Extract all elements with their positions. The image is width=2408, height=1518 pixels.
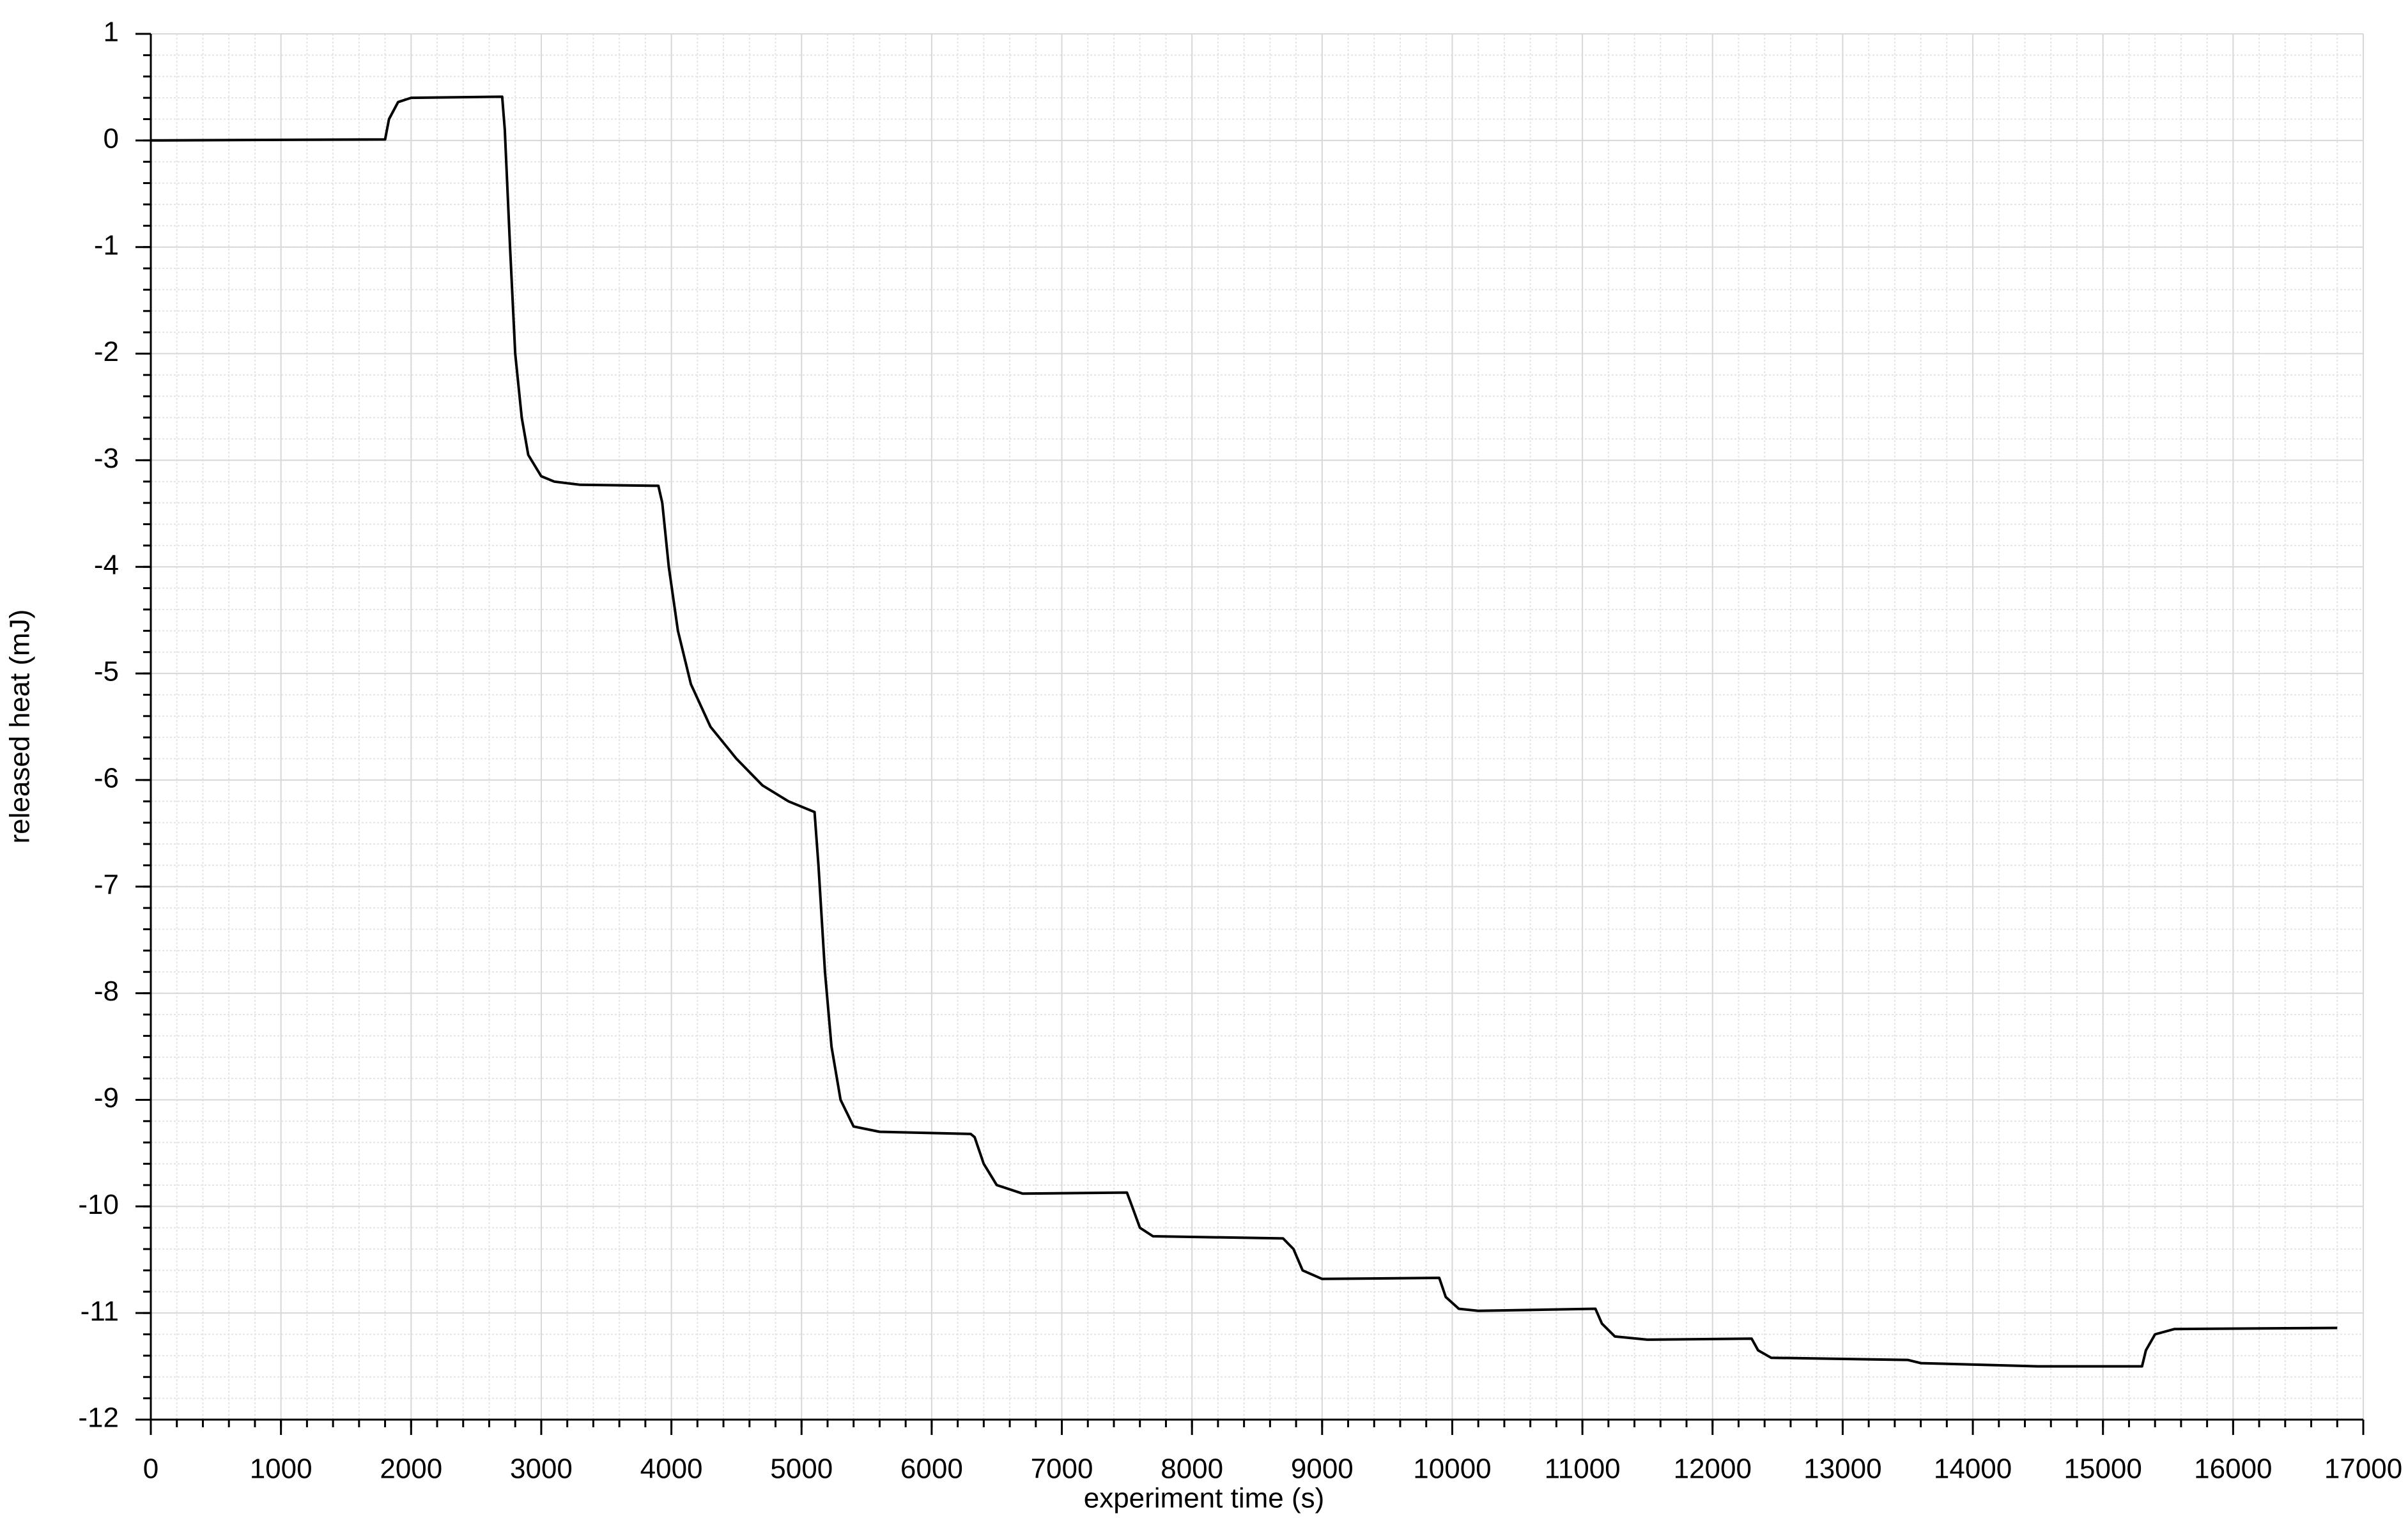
x-tick-label: 0 xyxy=(143,1453,158,1485)
x-tick-label: 3000 xyxy=(510,1453,573,1485)
x-tick-label: 6000 xyxy=(900,1453,963,1485)
x-tick-label: 1000 xyxy=(250,1453,313,1485)
y-tick-label: 0 xyxy=(104,123,119,154)
y-tick-label: -1 xyxy=(94,229,119,261)
x-axis-label: experiment time (s) xyxy=(1084,1483,1325,1514)
y-tick-label: -7 xyxy=(94,869,119,900)
y-tick-label: -2 xyxy=(94,336,119,367)
x-tick-label: 11000 xyxy=(1545,1453,1621,1485)
x-tick-label: 5000 xyxy=(770,1453,833,1485)
x-tick-label: 8000 xyxy=(1161,1453,1223,1485)
x-tick-label: 14000 xyxy=(1934,1453,2012,1485)
x-tick-label: 4000 xyxy=(640,1453,703,1485)
y-axis-label: released heat (mJ) xyxy=(4,610,36,844)
x-tick-label: 13000 xyxy=(1803,1453,1881,1485)
y-tick-label: -10 xyxy=(78,1189,119,1220)
y-tick-label: -5 xyxy=(94,656,119,687)
x-tick-label: 17000 xyxy=(2324,1453,2402,1485)
y-tick-label: -9 xyxy=(94,1082,119,1114)
x-tick-label: 7000 xyxy=(1031,1453,1093,1485)
y-tick-label: -12 xyxy=(78,1402,119,1434)
y-tick-label: 1 xyxy=(104,17,119,48)
data-line xyxy=(150,95,2338,1368)
y-tick-label: -8 xyxy=(94,976,119,1007)
x-tick-label: 16000 xyxy=(2194,1453,2272,1485)
x-tick-label: 2000 xyxy=(380,1453,442,1485)
x-tick-label: 9000 xyxy=(1291,1453,1354,1485)
x-tick-label: 10000 xyxy=(1413,1453,1491,1485)
y-tick-label: -4 xyxy=(94,549,119,581)
x-tick-label: 12000 xyxy=(1674,1453,1752,1485)
y-tick-label: -11 xyxy=(81,1296,119,1327)
x-tick-label: 15000 xyxy=(2064,1453,2142,1485)
y-tick-label: -6 xyxy=(94,763,119,794)
y-tick-label: -3 xyxy=(94,443,119,474)
